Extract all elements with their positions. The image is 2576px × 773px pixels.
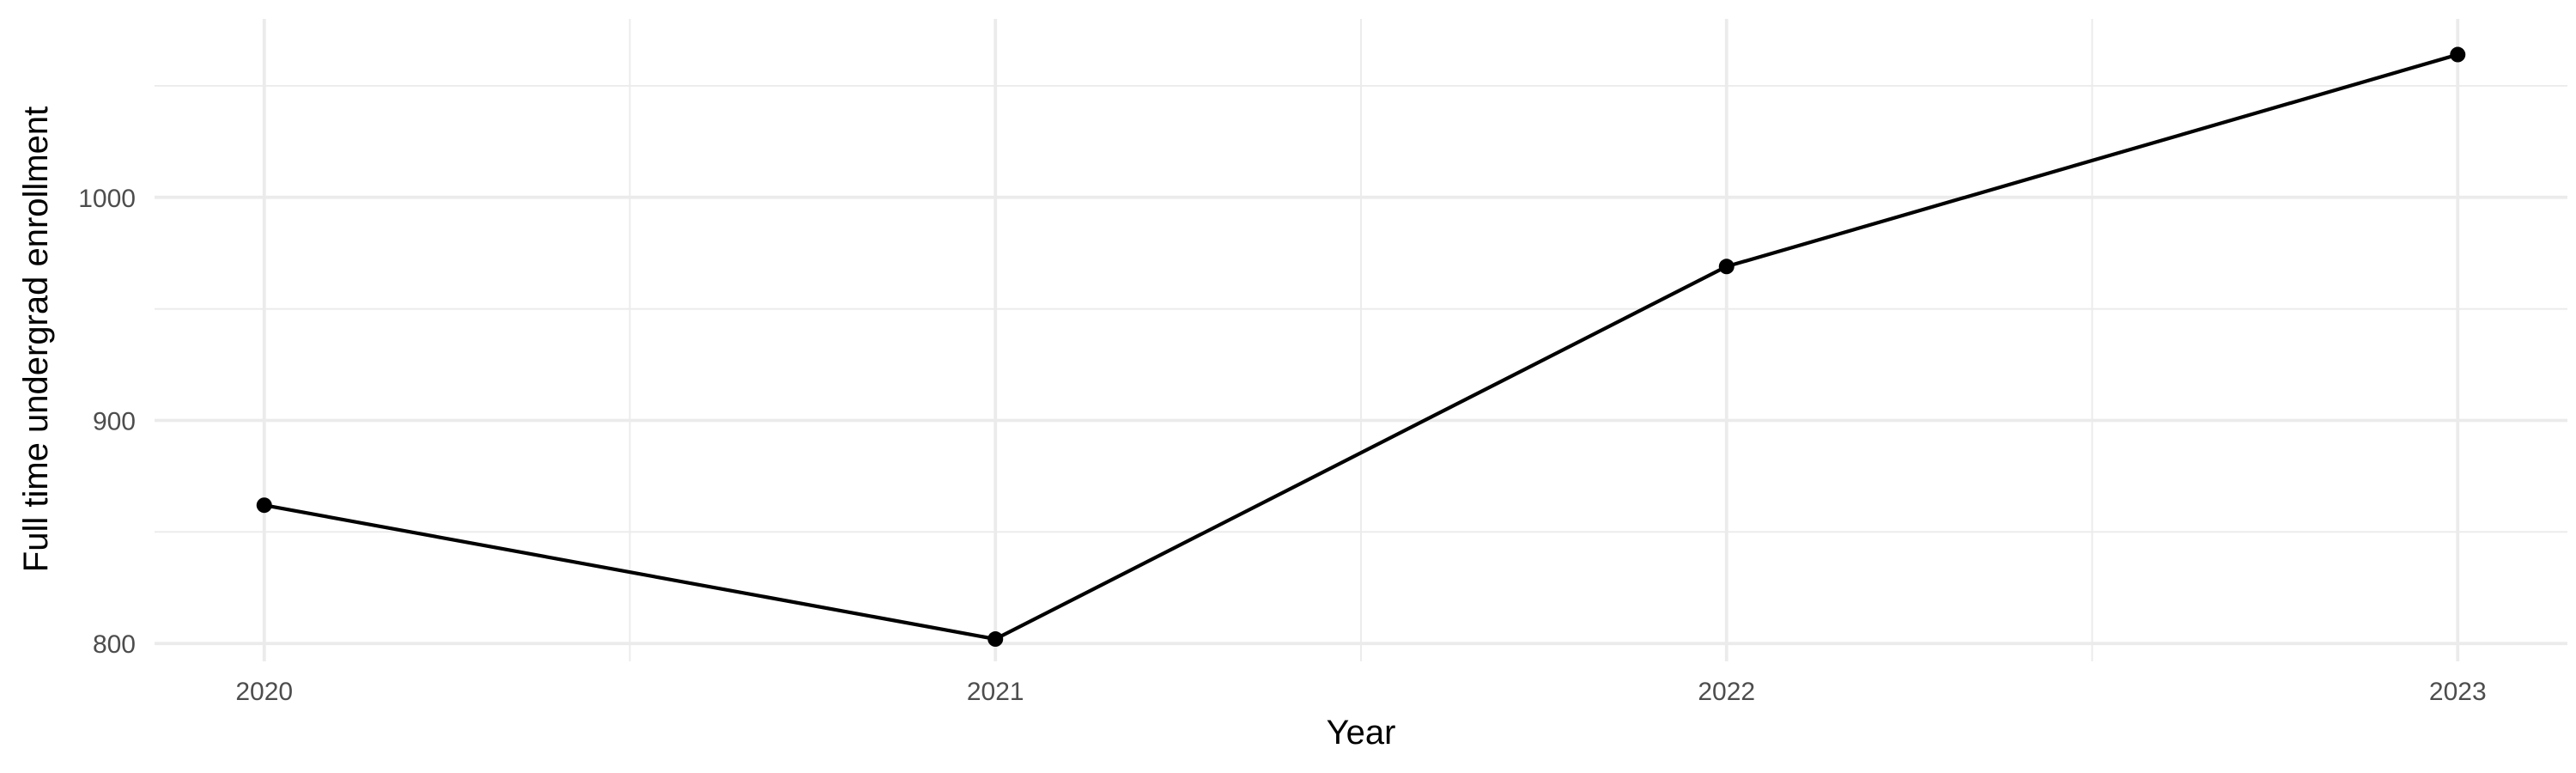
data-point bbox=[1718, 259, 1735, 275]
y-tick-label: 1000 bbox=[78, 185, 136, 213]
y-tick-label: 800 bbox=[93, 630, 136, 659]
x-tick-label: 2023 bbox=[2429, 678, 2487, 706]
x-tick-label: 2022 bbox=[1698, 678, 1755, 706]
x-tick-label: 2020 bbox=[235, 678, 293, 706]
y-axis-ticks: 800 900 1000 bbox=[78, 185, 136, 659]
data-point bbox=[2450, 46, 2466, 63]
x-axis-ticks: 2020 2021 2022 2023 bbox=[235, 678, 2486, 706]
y-tick-label: 900 bbox=[93, 408, 136, 436]
major-grid bbox=[155, 19, 2567, 661]
minor-grid bbox=[155, 19, 2567, 661]
data-point bbox=[256, 497, 272, 514]
x-tick-label: 2021 bbox=[967, 678, 1024, 706]
series-layer bbox=[256, 46, 2466, 648]
x-axis-title: Year bbox=[1327, 714, 1396, 752]
y-axis-title: Full time undergrad enrollment bbox=[17, 107, 55, 572]
series-line bbox=[264, 52, 2458, 642]
data-point bbox=[987, 631, 1004, 648]
